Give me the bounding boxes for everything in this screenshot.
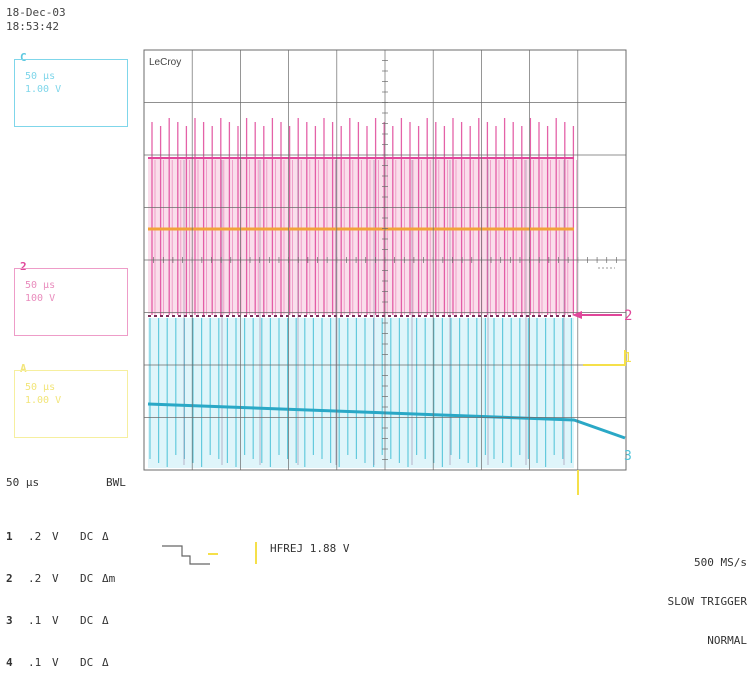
trigger-edge-icon — [162, 542, 257, 565]
trace-2-scale: 100 V — [25, 293, 56, 304]
trace-2-timebase: 50 μs — [25, 280, 56, 291]
timestamp-date: 18-Dec-03 — [6, 6, 66, 19]
ch3-marker-label[interactable]: 3 — [624, 449, 632, 464]
trace-c-timebase: 50 μs — [25, 71, 56, 82]
acquisition-info: 500 MS/s SLOW TRIGGER NORMAL — [668, 530, 747, 660]
trace-a-number: A — [20, 362, 27, 375]
ch1-marker-line — [583, 350, 626, 366]
ch2-marker-label[interactable]: 2 — [624, 308, 632, 324]
bottom-timebase: 50 μs — [6, 476, 40, 489]
channel-row-3[interactable]: 3.1 V DC Δ — [6, 614, 109, 627]
channel-row-4[interactable]: 4.1 V DC Δ — [6, 656, 109, 669]
scope-screen[interactable]: LeCroy 2 1 3 — [0, 0, 753, 583]
bottom-bwl: BWL — [106, 476, 126, 489]
timestamp: 18-Dec-03 18:53:42 — [6, 6, 66, 34]
trace-2-number: 2 — [20, 260, 27, 273]
graticule — [143, 49, 627, 471]
channel-row-1[interactable]: 1.2 V DC Δ — [6, 530, 109, 543]
trace-a-scale: 1.00 V — [25, 395, 62, 406]
channel-row-2[interactable]: 2.2 V DC Δm — [6, 572, 116, 585]
trace-c-scale: 1.00 V — [25, 84, 62, 95]
ch2-marker-arrow — [572, 311, 582, 319]
trigger-mode: SLOW TRIGGER — [667, 595, 747, 608]
trace-a-timebase: 50 μs — [25, 382, 56, 393]
trace-2-box[interactable]: 50 μs 100 V — [14, 268, 128, 336]
brand-label: LeCroy — [149, 57, 181, 68]
trace-c-box[interactable]: 50 μs 1.00 V — [14, 59, 128, 127]
timestamp-time: 18:53:42 — [6, 20, 59, 33]
sample-rate: 500 MS/s — [694, 556, 747, 569]
trace-a-box[interactable]: 50 μs 1.00 V — [14, 370, 128, 438]
trigger-status: NORMAL — [707, 634, 747, 647]
trace-c-number: C — [20, 51, 27, 64]
waveforms — [147, 118, 626, 468]
channel-setup-list: 1.2 V DC Δ 2.2 V DC Δm 3.1 V DC Δ 4.1 V DC Δ — [6, 502, 115, 684]
trigger-info: HFREJ 1.88 V — [270, 542, 350, 555]
ch1-marker-label[interactable]: 1 — [624, 351, 632, 366]
